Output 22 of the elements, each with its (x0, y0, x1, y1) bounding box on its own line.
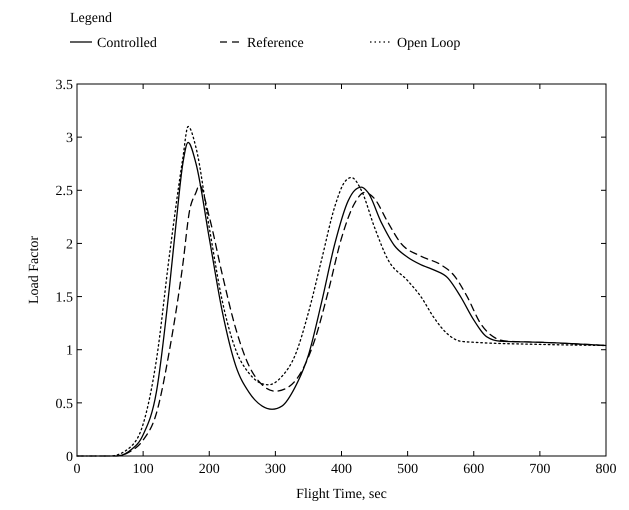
y-tick-label: 0 (66, 450, 73, 465)
x-tick-label: 400 (331, 462, 352, 477)
legend-label: Reference (247, 36, 304, 51)
x-tick-label: 600 (463, 462, 484, 477)
legend-label: Controlled (97, 36, 157, 51)
x-tick-label: 500 (397, 462, 418, 477)
x-tick-label: 200 (198, 462, 220, 477)
y-tick-label: 1.5 (56, 290, 73, 306)
x-tick-label: 300 (264, 462, 286, 477)
x-tick-label: 800 (596, 462, 616, 477)
x-tick-label: 100 (132, 462, 154, 477)
y-axis-title: Load Factor (27, 236, 42, 304)
x-axis-title: Flight Time, sec (296, 487, 387, 502)
y-tick-label: 3.5 (56, 78, 73, 93)
y-tick-label: 1 (66, 344, 73, 359)
y-tick-label: 2.5 (56, 184, 73, 200)
y-tick-label: 2 (66, 237, 73, 252)
legend-title: Legend (70, 11, 112, 26)
x-tick-label: 700 (529, 462, 550, 477)
y-tick-label: 0.5 (56, 396, 73, 412)
legend-label: Open Loop (397, 36, 460, 51)
y-tick-label: 3 (66, 131, 73, 146)
